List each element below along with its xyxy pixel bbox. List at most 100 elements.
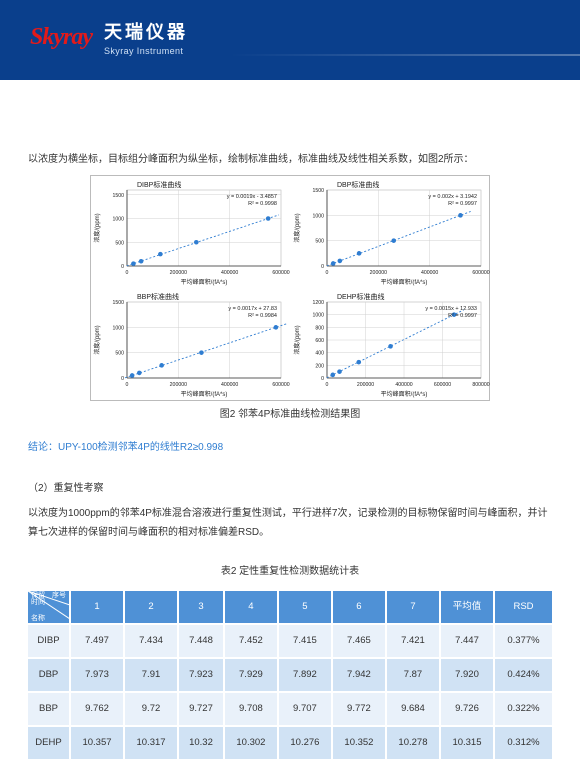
table-cell-0-0: 7.497: [70, 624, 124, 658]
table-cell-2-1: 9.72: [124, 692, 178, 726]
table-rowhead-0: DIBP: [28, 624, 70, 658]
table-rowhead-2: BBP: [28, 692, 70, 726]
svg-text:平均峰面积/(fA*s): 平均峰面积/(fA*s): [381, 278, 428, 286]
svg-text:200: 200: [315, 363, 324, 369]
svg-text:1000: 1000: [112, 217, 124, 223]
table-cell-0-5: 7.465: [332, 624, 386, 658]
header-stripe: [230, 54, 580, 56]
table-cell-1-3: 7.929: [224, 658, 278, 692]
table-cell-0-3: 7.452: [224, 624, 278, 658]
brand-name-cn: 天瑞仪器: [104, 18, 188, 44]
svg-text:200000: 200000: [370, 270, 387, 276]
svg-text:R² = 0.9984: R² = 0.9984: [248, 313, 277, 319]
svg-text:1000: 1000: [312, 213, 324, 219]
table-col-3: 4: [224, 591, 278, 624]
table-header-split: 保留时间 序号 名称: [28, 591, 70, 624]
table-2-caption: 表2 定性重复性检测数据统计表: [28, 562, 552, 581]
section-2-body: 以浓度为1000ppm的邻苯4P标准混合溶液进行重复性测试，平行进样7次，记录检…: [28, 504, 552, 542]
svg-text:200000: 200000: [170, 382, 187, 388]
svg-text:1500: 1500: [112, 300, 124, 306]
svg-text:DEHP标准曲线: DEHP标准曲线: [337, 292, 384, 301]
table-col-4: 5: [278, 591, 332, 624]
svg-text:BBP标准曲线: BBP标准曲线: [137, 292, 179, 301]
table-cell-0-2: 7.448: [178, 624, 224, 658]
chart-1: 0500100015000200000400000600000DBP标准曲线y …: [291, 176, 491, 288]
table-cell-0-6: 7.421: [386, 624, 440, 658]
brand-name-en: Skyray Instrument: [104, 46, 188, 56]
table-col-5: 6: [332, 591, 386, 624]
svg-text:R² = 0.9997: R² = 0.9997: [448, 201, 477, 207]
svg-text:浓度/(ppm): 浓度/(ppm): [293, 213, 301, 242]
svg-text:平均峰面积/(fA*s): 平均峰面积/(fA*s): [181, 390, 228, 398]
table-rowhead-1: DBP: [28, 658, 70, 692]
table-cell-2-2: 9.727: [178, 692, 224, 726]
table-cell-2-7: 9.726: [440, 692, 494, 726]
table-col-6: 7: [386, 591, 440, 624]
svg-text:y = 0.0019x - 3.4857: y = 0.0019x - 3.4857: [227, 194, 277, 200]
content-area: 以浓度为横坐标，目标组分峰面积为纵坐标，绘制标准曲线，标准曲线及线性相关系数，如…: [0, 80, 580, 761]
table-cell-2-4: 9.707: [278, 692, 332, 726]
svg-text:0: 0: [126, 382, 129, 388]
svg-text:R² = 0.9998: R² = 0.9998: [248, 201, 277, 207]
svg-text:y = 0.0017x + 27.83: y = 0.0017x + 27.83: [228, 306, 277, 312]
svg-text:500: 500: [115, 351, 124, 357]
chart-2: 0500100015000200000400000600000BBP标准曲线y …: [91, 288, 291, 400]
svg-text:0: 0: [121, 376, 124, 382]
svg-text:1000: 1000: [112, 325, 124, 331]
brand-block: Skyray 天瑞仪器 Skyray Instrument: [30, 18, 188, 56]
table-cell-3-2: 10.32: [178, 726, 224, 760]
svg-text:DIBP标准曲线: DIBP标准曲线: [137, 180, 181, 189]
table-cell-3-8: 0.312%: [494, 726, 553, 760]
table-cell-0-1: 7.434: [124, 624, 178, 658]
table-cell-1-1: 7.91: [124, 658, 178, 692]
table-cell-1-0: 7.973: [70, 658, 124, 692]
svg-text:0: 0: [321, 264, 324, 270]
svg-text:0: 0: [126, 270, 129, 276]
figure-2-caption: 图2 邻苯4P标准曲线检测结果图: [28, 405, 552, 424]
table-cell-1-5: 7.942: [332, 658, 386, 692]
table-col-0: 1: [70, 591, 124, 624]
svg-text:浓度/(ppm): 浓度/(ppm): [93, 325, 101, 354]
svg-text:y = 0.0015x + 12.933: y = 0.0015x + 12.933: [425, 306, 477, 312]
svg-text:平均峰面积/(fA*s): 平均峰面积/(fA*s): [381, 390, 428, 398]
svg-text:200000: 200000: [170, 270, 187, 276]
svg-text:500: 500: [115, 240, 124, 246]
svg-text:浓度/(ppm): 浓度/(ppm): [93, 213, 101, 242]
table-cell-3-5: 10.352: [332, 726, 386, 760]
brand-logo-mark: Skyray: [30, 24, 92, 51]
svg-text:1000: 1000: [312, 313, 324, 319]
svg-text:400000: 400000: [395, 382, 412, 388]
table-cell-3-0: 10.357: [70, 726, 124, 760]
chart-0: 0500100015000200000400000600000DIBP标准曲线y…: [91, 176, 291, 288]
table-cell-2-8: 0.322%: [494, 692, 553, 726]
chart-3: 0200400600800100012000200000400000600000…: [291, 288, 491, 400]
svg-text:1500: 1500: [312, 188, 324, 194]
svg-text:600000: 600000: [434, 382, 451, 388]
table-cell-2-5: 9.772: [332, 692, 386, 726]
svg-text:y = 0.002x + 3.1942: y = 0.002x + 3.1942: [428, 194, 477, 200]
table-cell-2-3: 9.708: [224, 692, 278, 726]
svg-text:200000: 200000: [357, 382, 374, 388]
svg-text:400: 400: [315, 351, 324, 357]
svg-text:R² = 0.9997: R² = 0.9997: [448, 313, 477, 319]
charts-grid: 0500100015000200000400000600000DIBP标准曲线y…: [90, 175, 490, 401]
table-cell-1-8: 0.424%: [494, 658, 553, 692]
table-cell-3-7: 10.315: [440, 726, 494, 760]
svg-text:800: 800: [315, 325, 324, 331]
section-2-title: （2）重复性考察: [28, 479, 552, 498]
svg-text:400000: 400000: [221, 382, 238, 388]
table-rowhead-3: DEHP: [28, 726, 70, 760]
svg-text:0: 0: [321, 376, 324, 382]
table-col-8: RSD: [494, 591, 553, 624]
table-cell-0-4: 7.415: [278, 624, 332, 658]
table-cell-3-4: 10.276: [278, 726, 332, 760]
table-cell-3-6: 10.278: [386, 726, 440, 760]
table-cell-1-7: 7.920: [440, 658, 494, 692]
svg-text:浓度/(ppm): 浓度/(ppm): [293, 325, 301, 354]
table-cell-3-1: 10.317: [124, 726, 178, 760]
table-cell-0-7: 7.447: [440, 624, 494, 658]
svg-text:0: 0: [326, 270, 329, 276]
svg-text:0: 0: [121, 264, 124, 270]
svg-text:600000: 600000: [472, 270, 489, 276]
svg-text:800000: 800000: [472, 382, 489, 388]
